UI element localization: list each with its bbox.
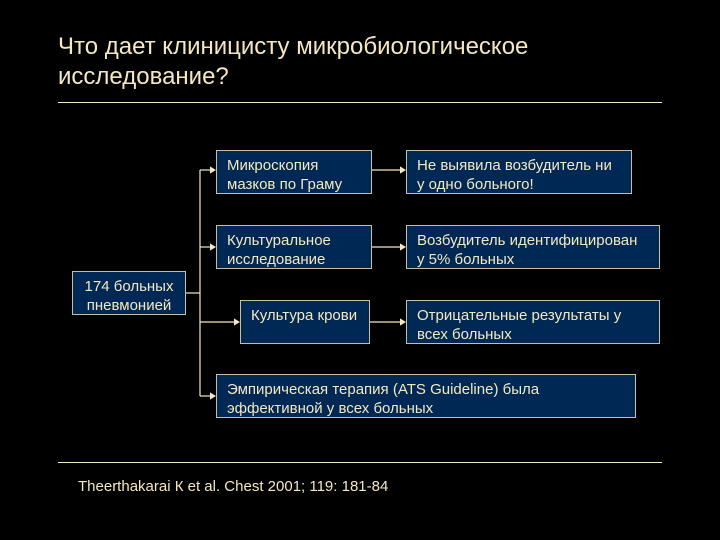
method-box-2: Культуральное исследование — [216, 225, 372, 269]
result-box-3: Отрицательные результаты у всех больных — [406, 300, 660, 344]
conclusion-box: Эмпирическая терапия (ATS Guideline) был… — [216, 374, 636, 418]
method-box-1: Микроскопия мазков по Граму — [216, 150, 372, 194]
method-text: Микроскопия мазков по Граму — [227, 157, 342, 193]
bottom-rule — [58, 462, 662, 463]
title-underline — [58, 102, 662, 103]
conclusion-text: Эмпирическая терапия (ATS Guideline) был… — [227, 381, 539, 417]
citation: Theerthakarai К et al. Chest 2001; 119: … — [78, 478, 388, 495]
result-text: Не выявила возбудитель ни у одно больног… — [417, 157, 612, 193]
slide: Что дает клиницисту микробиологическое и… — [0, 0, 720, 540]
result-box-2: Возбудитель идентифицирован у 5% больных — [406, 225, 660, 269]
method-box-3: Культура крови — [240, 300, 370, 344]
result-box-1: Не выявила возбудитель ни у одно больног… — [406, 150, 632, 194]
source-box: 174 больных пневмонией — [72, 271, 186, 315]
slide-title: Что дает клиницисту микробиологическое и… — [58, 32, 578, 92]
source-label: 174 больных пневмонией — [85, 278, 174, 314]
result-text: Возбудитель идентифицирован у 5% больных — [417, 232, 637, 268]
method-text: Культуральное исследование — [227, 232, 331, 268]
method-text: Культура крови — [251, 307, 357, 324]
result-text: Отрицательные результаты у всех больных — [417, 307, 621, 343]
